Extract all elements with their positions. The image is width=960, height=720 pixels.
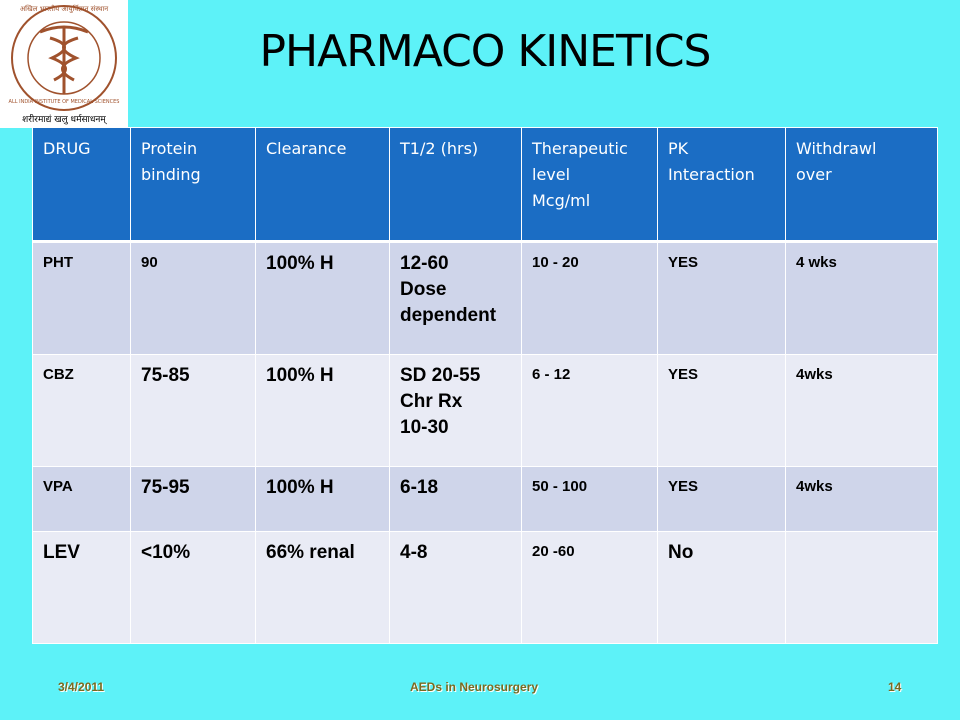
cell-line: 20 -60 (532, 543, 575, 560)
table-row: LEV <10% 66% renal 4-8 20 -60 No (32, 531, 938, 644)
cell-line: Protein (141, 139, 198, 158)
slide-title: PHARMACO KINETICS (259, 26, 712, 77)
column-header: Therapeutic level Mcg/ml (521, 127, 658, 243)
logo-hindi-name: अखिल भारतीय आयुर्विज्ञान संस्थान (20, 4, 108, 13)
footer-topic: AEDs in Neurosurgery (410, 680, 539, 694)
table-cell: 75-85 (130, 354, 256, 467)
table-cell: 66% renal (255, 531, 390, 644)
table-cell: VPA (32, 466, 131, 532)
cell-line: <10% (141, 542, 191, 563)
cell-line: PK (668, 139, 689, 158)
cell-line: 66% renal (266, 542, 355, 563)
column-header: T1/2 (hrs) (389, 127, 522, 243)
cell-line: T1/2 (hrs) (400, 139, 479, 158)
table-cell (785, 531, 938, 644)
table-cell: 12-60 Dose dependent (389, 241, 522, 355)
table-cell: 50 - 100 (521, 466, 658, 532)
table-cell: LEV (32, 531, 131, 644)
table-row: PHT 90 100% H 12-60 Dose dependent 10 - 20 YES 4… (32, 241, 938, 355)
table-cell: 10 - 20 (521, 241, 658, 355)
cell-line: Interaction (668, 165, 755, 184)
cell-line: CBZ (43, 366, 74, 383)
table-cell: <10% (130, 531, 256, 644)
cell-line: 75-85 (141, 365, 190, 386)
table-cell: 100% H (255, 354, 390, 467)
cell-line: 100% H (266, 365, 334, 386)
cell-line: YES (668, 366, 699, 383)
column-header: PK Interaction (657, 127, 786, 243)
table-cell: CBZ (32, 354, 131, 467)
logo-motto: शरीरमाद्यं खलु धर्मसाधनम् (22, 113, 108, 125)
cell-line: YES (668, 254, 699, 271)
cell-line: DRUG (43, 139, 91, 158)
cell-line: 50 - 100 (532, 478, 588, 495)
logo-emblem: अखिल भारतीय आयुर्विज्ञान संस्थान ALL IND… (9, 4, 120, 125)
cell-line: 4wks (796, 366, 833, 383)
table-row: VPA 75-95 100% H 6-18 50 - 100 YES 4wks (32, 466, 938, 532)
cell-line: 6 - 12 (532, 366, 571, 383)
cell-line: 6-18 (400, 477, 439, 498)
cell-line: LEV (43, 542, 80, 563)
cell-line: YES (668, 478, 699, 495)
table-body: PHT 90 100% H 12-60 Dose dependent 10 - 20 YES 4… (32, 241, 938, 644)
cell-line: 4 wks (796, 254, 837, 271)
cell-line: 4wks (796, 478, 833, 495)
cell-line: No (668, 542, 694, 563)
table-cell: 20 -60 (521, 531, 658, 644)
table-cell: 6 - 12 (521, 354, 658, 467)
header-row: DRUG Protein binding Clearance T1/2 (hrs) The… (32, 127, 938, 243)
cell-line: 10 - 20 (532, 254, 579, 271)
table-cell: 4-8 (389, 531, 522, 644)
cell-line: over (796, 165, 832, 184)
cell-line: VPA (43, 478, 73, 495)
footer-date: 3/4/2011 (58, 680, 105, 694)
column-header: Withdrawl over (785, 127, 938, 243)
cell-line: 12-60 (400, 253, 449, 274)
cell-line: Mcg/ml (532, 191, 591, 210)
cell-line: 90 (141, 254, 158, 271)
table-cell: 6-18 (389, 466, 522, 532)
cell-line: 100% H (266, 477, 334, 498)
cell-line: Dose (400, 279, 447, 300)
cell-line: Therapeutic (532, 139, 628, 158)
column-header: Clearance (255, 127, 390, 243)
table-cell: 4wks (785, 466, 938, 532)
cell-line: level (532, 165, 571, 184)
cell-line: dependent (400, 305, 497, 326)
table-cell: YES (657, 354, 786, 467)
cell-line: 10-30 (400, 417, 449, 438)
cell-line: binding (141, 165, 201, 184)
table-cell: SD 20-55 Chr Rx 10-30 (389, 354, 522, 467)
table-cell: 100% H (255, 466, 390, 532)
footer-page: 14 (888, 680, 902, 694)
table-cell: YES (657, 241, 786, 355)
table-cell: No (657, 531, 786, 644)
cell-line: SD 20-55 (400, 365, 481, 386)
table-cell: 75-95 (130, 466, 256, 532)
table-cell: 4 wks (785, 241, 938, 355)
column-header: DRUG (32, 127, 131, 243)
logo: अखिल भारतीय आयुर्विज्ञान संस्थान ALL IND… (0, 0, 128, 128)
column-header: Protein binding (130, 127, 256, 243)
cell-line: 100% H (266, 253, 334, 274)
table-cell: 4wks (785, 354, 938, 467)
cell-line: 4-8 (400, 542, 428, 563)
table-cell: YES (657, 466, 786, 532)
cell-line: PHT (43, 254, 73, 271)
table-cell: PHT (32, 241, 131, 355)
cell-line: 75-95 (141, 477, 190, 498)
pk-table: DRUG Protein binding Clearance T1/2 (hrs) The… (32, 127, 938, 644)
cell-line: Clearance (266, 139, 347, 158)
cell-line: Withdrawl (796, 139, 877, 158)
table-cell: 90 (130, 241, 256, 355)
cell-line: Chr Rx (400, 391, 463, 412)
logo-english-name: ALL INDIA INSTITUTE OF MEDICAL SCIENCES (9, 99, 120, 105)
table-row: CBZ 75-85 100% H SD 20-55 Chr Rx 10-30 6 - 12 Y… (32, 354, 938, 467)
table-cell: 100% H (255, 241, 390, 355)
